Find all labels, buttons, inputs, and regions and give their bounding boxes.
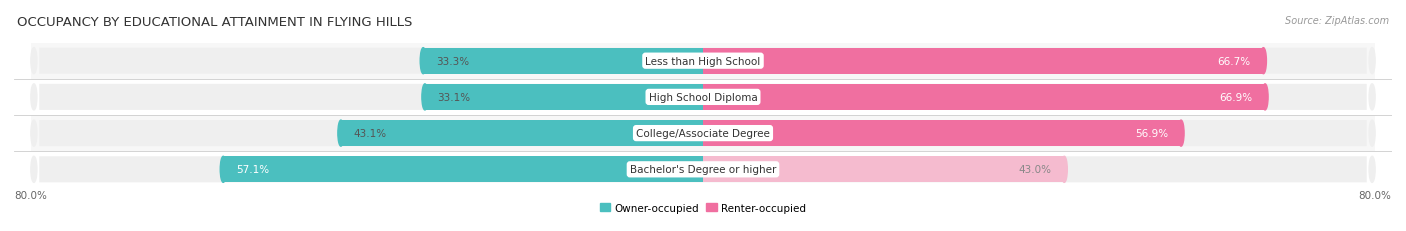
FancyBboxPatch shape <box>425 85 703 110</box>
Circle shape <box>1369 157 1375 182</box>
Text: 33.3%: 33.3% <box>436 56 470 66</box>
Circle shape <box>420 49 426 74</box>
Circle shape <box>31 85 37 110</box>
Text: Source: ZipAtlas.com: Source: ZipAtlas.com <box>1285 16 1389 26</box>
FancyBboxPatch shape <box>703 121 1181 146</box>
FancyBboxPatch shape <box>703 49 1264 74</box>
Circle shape <box>337 121 344 146</box>
Circle shape <box>1178 121 1184 146</box>
Text: College/Associate Degree: College/Associate Degree <box>636 128 770 139</box>
Text: 43.0%: 43.0% <box>1019 165 1052 175</box>
Circle shape <box>1369 121 1375 146</box>
Text: 66.9%: 66.9% <box>1219 92 1253 103</box>
FancyBboxPatch shape <box>703 157 1064 182</box>
FancyBboxPatch shape <box>703 85 1265 110</box>
FancyBboxPatch shape <box>224 157 703 182</box>
Legend: Owner-occupied, Renter-occupied: Owner-occupied, Renter-occupied <box>596 198 810 217</box>
FancyBboxPatch shape <box>39 85 1367 110</box>
Circle shape <box>1369 85 1375 110</box>
Circle shape <box>1062 157 1067 182</box>
FancyBboxPatch shape <box>340 121 703 146</box>
Text: 80.0%: 80.0% <box>1358 190 1392 200</box>
Text: OCCUPANCY BY EDUCATIONAL ATTAINMENT IN FLYING HILLS: OCCUPANCY BY EDUCATIONAL ATTAINMENT IN F… <box>17 16 412 29</box>
Text: 43.1%: 43.1% <box>353 128 387 139</box>
FancyBboxPatch shape <box>31 152 1375 188</box>
Text: 57.1%: 57.1% <box>236 165 269 175</box>
Circle shape <box>221 157 226 182</box>
Text: 56.9%: 56.9% <box>1135 128 1168 139</box>
FancyBboxPatch shape <box>39 121 1367 146</box>
Circle shape <box>31 49 37 74</box>
Text: 66.7%: 66.7% <box>1218 56 1251 66</box>
Text: Bachelor's Degree or higher: Bachelor's Degree or higher <box>630 165 776 175</box>
Text: 33.1%: 33.1% <box>437 92 471 103</box>
FancyBboxPatch shape <box>39 157 1367 182</box>
Circle shape <box>31 157 37 182</box>
Circle shape <box>1263 85 1268 110</box>
FancyBboxPatch shape <box>423 49 703 74</box>
Circle shape <box>422 85 427 110</box>
FancyBboxPatch shape <box>31 43 1375 79</box>
Text: High School Diploma: High School Diploma <box>648 92 758 103</box>
Text: 80.0%: 80.0% <box>14 190 48 200</box>
FancyBboxPatch shape <box>31 79 1375 116</box>
Circle shape <box>1260 49 1267 74</box>
FancyBboxPatch shape <box>39 49 1367 74</box>
Circle shape <box>31 121 37 146</box>
Circle shape <box>1369 49 1375 74</box>
Text: Less than High School: Less than High School <box>645 56 761 66</box>
FancyBboxPatch shape <box>31 116 1375 152</box>
